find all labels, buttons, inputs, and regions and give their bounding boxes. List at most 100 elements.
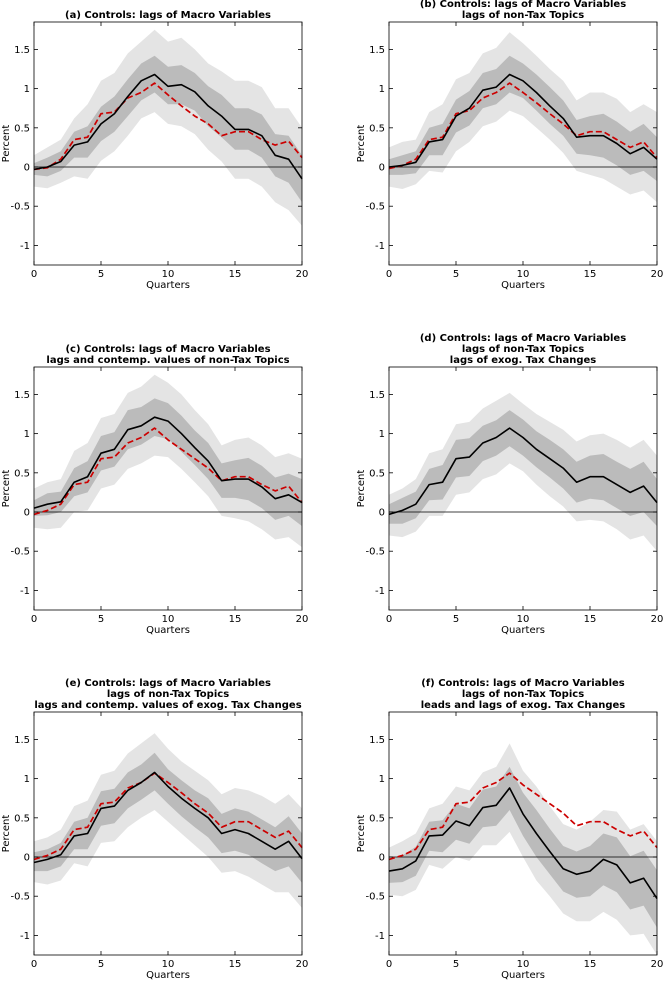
y-tick-label: 0.5: [369, 123, 385, 134]
series-line-estimate: [388, 787, 658, 900]
x-tick-label: 20: [651, 269, 664, 280]
y-tick-label: -0.5: [10, 202, 30, 213]
panel-d: 0 5 10 15 20 -1 -0.5 0 0.5 1 1.5 Quarters Percent (d)…: [356, 333, 663, 636]
panel-a: 0 5 10 15 20 -1 -0.5 0 0.5 1 1.5 Quarters Percent (a)…: [1, 10, 308, 291]
panel-e: 0 5 10 15 20 -1 -0.5 0 0.5 1 1.5 Quarters Percent (e)…: [1, 678, 308, 981]
x-axis-label: Quarters: [146, 625, 190, 636]
confidence-band-inner: [34, 752, 302, 883]
confidence-band-inner: [389, 410, 657, 527]
series-line-baseline: [33, 82, 303, 171]
y-tick-label: 1.5: [369, 45, 385, 56]
panel-title: (f) Controls: lags of Macro Variables: [421, 678, 625, 689]
y-tick-label: -1: [20, 586, 30, 597]
x-tick-label: 0: [31, 614, 37, 625]
y-tick-label: 1: [379, 774, 385, 785]
x-tick-label: 0: [386, 269, 392, 280]
series-line-estimate: [33, 73, 303, 180]
panel-title: lags of non-Tax Topics: [462, 10, 584, 21]
series-line-estimate: [33, 771, 303, 864]
series-line-estimate: [388, 427, 658, 516]
y-tick-label: 1: [379, 84, 385, 95]
x-tick-label: 0: [386, 959, 392, 970]
panel-title: leads and lags of exog. Tax Changes: [421, 700, 626, 711]
series-line-estimate: [33, 416, 303, 509]
panel-title: lags and contemp. values of non-Tax Topi…: [46, 355, 289, 366]
x-tick-label: 10: [517, 959, 530, 970]
x-axis-label: Quarters: [501, 970, 545, 981]
y-tick-label: -0.5: [365, 202, 385, 213]
confidence-band-inner: [389, 55, 657, 182]
confidence-band-inner: [389, 766, 657, 928]
y-tick-label: -1: [20, 931, 30, 942]
x-tick-label: 20: [296, 959, 309, 970]
x-tick-label: 10: [162, 269, 175, 280]
y-axis-label: Percent: [1, 470, 12, 508]
x-axis-label: Quarters: [146, 280, 190, 291]
panel-title: (a) Controls: lags of Macro Variables: [65, 10, 271, 21]
y-tick-label: 1: [379, 429, 385, 440]
y-axis-label: Percent: [1, 125, 12, 163]
y-tick-label: 1.5: [14, 735, 30, 746]
y-tick-label: -0.5: [365, 547, 385, 558]
x-tick-label: 15: [584, 269, 597, 280]
panel-title: lags of exog. Tax Changes: [450, 355, 596, 366]
x-tick-label: 0: [31, 269, 37, 280]
confidence-band-outer: [389, 32, 657, 203]
y-tick-label: 1.5: [369, 735, 385, 746]
x-axis-label: Quarters: [146, 970, 190, 981]
x-tick-label: 0: [31, 959, 37, 970]
x-tick-label: 10: [162, 614, 175, 625]
x-tick-label: 5: [453, 959, 459, 970]
y-tick-label: 0.5: [369, 468, 385, 479]
y-tick-label: 0: [379, 508, 385, 519]
y-tick-label: 1.5: [14, 390, 30, 401]
y-tick-label: 0: [379, 853, 385, 864]
y-axis-label: Percent: [356, 815, 367, 853]
y-tick-label: 0: [24, 508, 30, 519]
x-tick-label: 15: [229, 959, 242, 970]
y-tick-label: 0.5: [14, 123, 30, 134]
x-tick-label: 10: [517, 614, 530, 625]
x-tick-label: 15: [229, 269, 242, 280]
y-tick-label: -1: [20, 241, 30, 252]
x-tick-label: 5: [453, 269, 459, 280]
panel-title: (d) Controls: lags of Macro Variables: [420, 333, 626, 344]
y-tick-label: 0.5: [14, 813, 30, 824]
y-tick-label: 0.5: [369, 813, 385, 824]
x-tick-label: 20: [296, 614, 309, 625]
panel-title: (e) Controls: lags of Macro Variables: [65, 678, 271, 689]
y-tick-label: 1.5: [369, 390, 385, 401]
y-tick-label: -1: [375, 241, 385, 252]
panel-title: lags of non-Tax Topics: [107, 689, 229, 700]
confidence-band-outer: [34, 29, 302, 226]
x-tick-label: 15: [584, 959, 597, 970]
x-tick-label: 15: [229, 614, 242, 625]
y-tick-label: 1: [24, 84, 30, 95]
x-tick-label: 5: [98, 614, 104, 625]
panel-f: 0 5 10 15 20 -1 -0.5 0 0.5 1 1.5 Quarters Percent (f)…: [356, 678, 663, 981]
panel-title: lags and contemp. values of exog. Tax Ch…: [34, 700, 301, 711]
series-line-baseline: [388, 82, 658, 170]
x-tick-label: 5: [453, 614, 459, 625]
panel-title: lags of non-Tax Topics: [462, 344, 584, 355]
panel-title: lags of non-Tax Topics: [462, 689, 584, 700]
y-tick-label: 1.5: [14, 45, 30, 56]
series-line-baseline: [388, 772, 658, 861]
x-tick-label: 0: [386, 614, 392, 625]
x-tick-label: 20: [651, 959, 664, 970]
series-line-estimate: [388, 73, 658, 168]
x-tick-label: 20: [296, 269, 309, 280]
x-tick-label: 5: [98, 959, 104, 970]
y-tick-label: 0.5: [14, 468, 30, 479]
x-tick-label: 20: [651, 614, 664, 625]
y-tick-label: -0.5: [365, 892, 385, 903]
y-tick-label: 0: [379, 163, 385, 174]
confidence-band-inner: [34, 398, 302, 527]
y-tick-label: -1: [375, 586, 385, 597]
series-line-baseline: [33, 427, 303, 516]
panel-c: 0 5 10 15 20 -1 -0.5 0 0.5 1 1.5 Quarters Percent (c)…: [1, 344, 308, 636]
confidence-band-outer: [389, 743, 657, 955]
y-axis-label: Percent: [356, 470, 367, 508]
x-axis-label: Quarters: [501, 625, 545, 636]
